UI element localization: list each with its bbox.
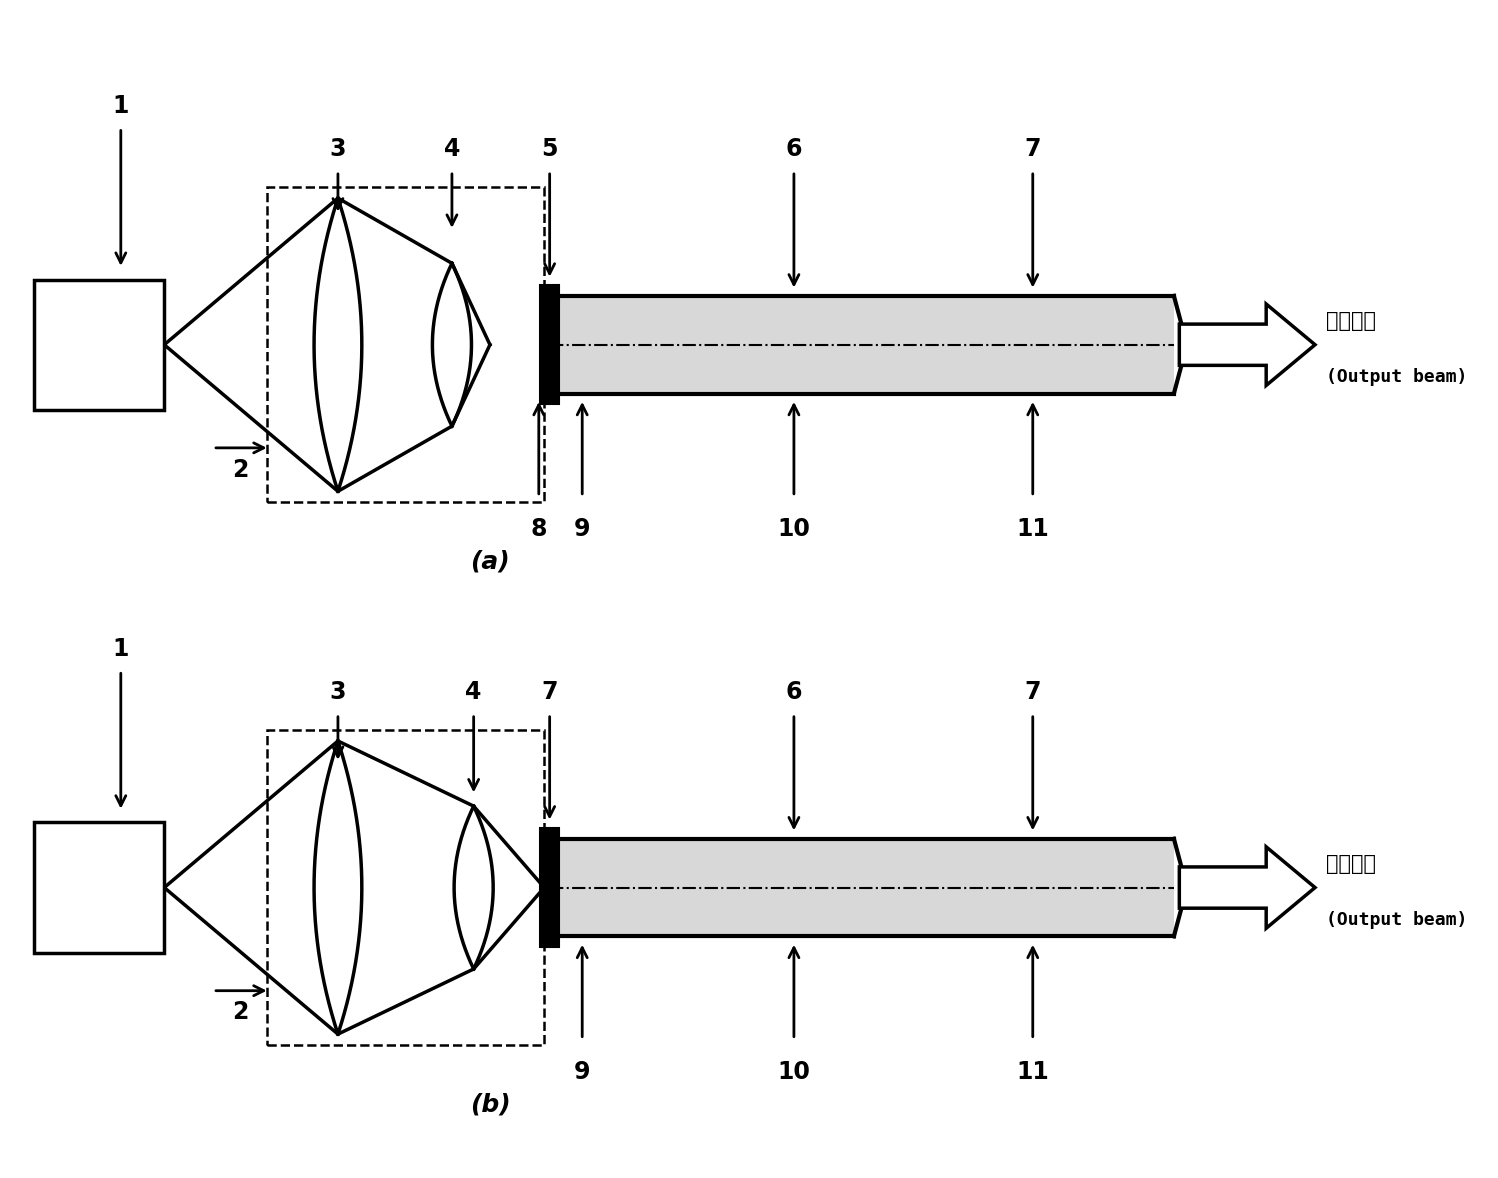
Text: (Output beam): (Output beam) xyxy=(1326,369,1467,386)
Text: 3: 3 xyxy=(330,680,346,704)
Text: 11: 11 xyxy=(1016,1060,1049,1084)
Text: 1: 1 xyxy=(112,94,129,118)
Bar xyxy=(34,822,165,953)
Text: 3: 3 xyxy=(330,138,346,161)
Text: 1: 1 xyxy=(112,637,129,661)
Text: 2: 2 xyxy=(232,457,249,482)
Bar xyxy=(539,828,559,947)
Text: 7: 7 xyxy=(1025,680,1041,704)
Bar xyxy=(539,285,559,404)
Bar xyxy=(550,839,1174,937)
Text: 8: 8 xyxy=(530,517,547,541)
Text: 4: 4 xyxy=(443,138,460,161)
Text: 9: 9 xyxy=(574,517,590,541)
Text: 6: 6 xyxy=(785,680,801,704)
Text: 输出光束: 输出光束 xyxy=(1326,311,1375,331)
Text: 2: 2 xyxy=(232,1000,249,1025)
Text: 7: 7 xyxy=(541,680,557,704)
Text: (Output beam): (Output beam) xyxy=(1326,911,1467,929)
Bar xyxy=(267,187,544,502)
Text: 6: 6 xyxy=(785,138,801,161)
Text: 9: 9 xyxy=(574,1060,590,1084)
Bar xyxy=(267,730,544,1045)
Text: (b): (b) xyxy=(470,1093,511,1117)
Text: 7: 7 xyxy=(1025,138,1041,161)
Polygon shape xyxy=(1179,304,1315,385)
Text: 5: 5 xyxy=(541,138,557,161)
Bar xyxy=(550,296,1174,393)
Text: 10: 10 xyxy=(777,517,810,541)
Text: 11: 11 xyxy=(1016,517,1049,541)
Polygon shape xyxy=(1179,847,1315,928)
Text: (a): (a) xyxy=(470,550,509,574)
Text: 输出光束: 输出光束 xyxy=(1326,854,1375,874)
Text: 10: 10 xyxy=(777,1060,810,1084)
Text: 4: 4 xyxy=(466,680,482,704)
Bar xyxy=(34,279,165,410)
